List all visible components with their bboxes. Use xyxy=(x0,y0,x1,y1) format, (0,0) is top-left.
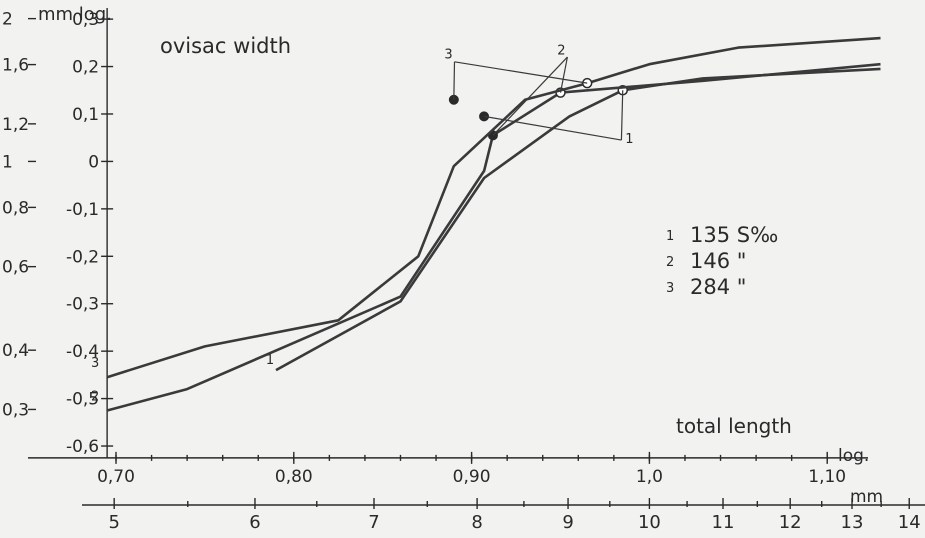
x-axis-mm-label: mm xyxy=(850,487,883,507)
series-start-label-2: 2 xyxy=(91,389,99,404)
y-log-tick-label: -0,1 xyxy=(66,200,99,220)
y-mm-tick-label: 2 xyxy=(2,10,13,30)
y-log-tick-label: 0,3 xyxy=(72,10,99,30)
series-pointer-label-3: 3 xyxy=(444,47,452,62)
x-axis-label: total length xyxy=(676,414,792,438)
x-axis-log-label: log. xyxy=(838,446,869,466)
pointer-line xyxy=(453,61,456,100)
y-axis-label: mm log. xyxy=(38,4,112,25)
x-mm-tick-label: 9 xyxy=(562,512,573,533)
y-mm-tick-label: 0,4 xyxy=(2,341,29,361)
x-log-tick-label: 0,90 xyxy=(453,467,491,487)
legend-number: 3 xyxy=(666,281,674,296)
chart-title: ovisac width xyxy=(160,34,291,58)
series-pointer-label-1: 1 xyxy=(625,132,633,147)
legend-label: 146 " xyxy=(690,249,746,273)
legend-label: 284 " xyxy=(690,275,746,299)
x-mm-tick-label: 14 xyxy=(898,512,921,533)
y-mm-tick-label: 0,6 xyxy=(2,258,29,278)
y-mm-tick-label: 1 xyxy=(2,152,13,172)
x-mm-tick-label: 8 xyxy=(471,512,482,533)
y-log-tick-label: -0,4 xyxy=(66,342,99,362)
y-log-tick-label: 0,2 xyxy=(72,58,99,78)
x-log-tick-label: 1,10 xyxy=(808,467,846,487)
y-log-tick-label: 0 xyxy=(88,152,99,172)
y-mm-tick-label: 0,3 xyxy=(2,400,29,420)
y-log-tick-label: -0,5 xyxy=(66,390,99,410)
legend-number: 1 xyxy=(666,229,674,244)
y-mm-tick-label: 1,2 xyxy=(2,115,29,135)
y-mm-tick-label: 1,6 xyxy=(2,56,29,76)
legend-label: 135 S‰ xyxy=(690,223,778,247)
x-mm-tick-label: 6 xyxy=(249,512,260,533)
x-mm-tick-label: 12 xyxy=(779,512,802,533)
legend-number: 2 xyxy=(666,255,674,270)
pointer-line xyxy=(454,61,588,84)
y-mm-tick-label: 0,8 xyxy=(2,198,29,218)
pointer-line xyxy=(620,90,624,141)
x-log-tick-label: 1,0 xyxy=(636,467,663,487)
y-log-tick-label: -0,3 xyxy=(66,295,99,315)
x-mm-tick-label: 7 xyxy=(368,512,379,533)
x-log-tick-label: 0,80 xyxy=(275,467,313,487)
series-line-2 xyxy=(106,62,881,412)
pointer-line xyxy=(492,56,568,136)
y-log-tick-label: 0,1 xyxy=(72,105,99,125)
series-line-3 xyxy=(106,36,881,379)
y-log-tick-label: -0,6 xyxy=(66,437,99,457)
x-mm-tick-label: 13 xyxy=(841,512,864,533)
x-log-tick-label: 0,70 xyxy=(97,467,135,487)
x-mm-tick-label: 10 xyxy=(638,512,661,533)
series-line-1 xyxy=(275,67,881,372)
x-mm-tick-label: 11 xyxy=(712,512,735,533)
series-pointer-label-2: 2 xyxy=(557,44,565,59)
series-start-label-1: 1 xyxy=(266,353,274,368)
x-mm-tick-label: 5 xyxy=(108,512,119,533)
series-start-label-3: 3 xyxy=(91,356,99,371)
y-log-tick-label: -0,2 xyxy=(66,247,99,267)
pointer-line xyxy=(559,56,568,93)
